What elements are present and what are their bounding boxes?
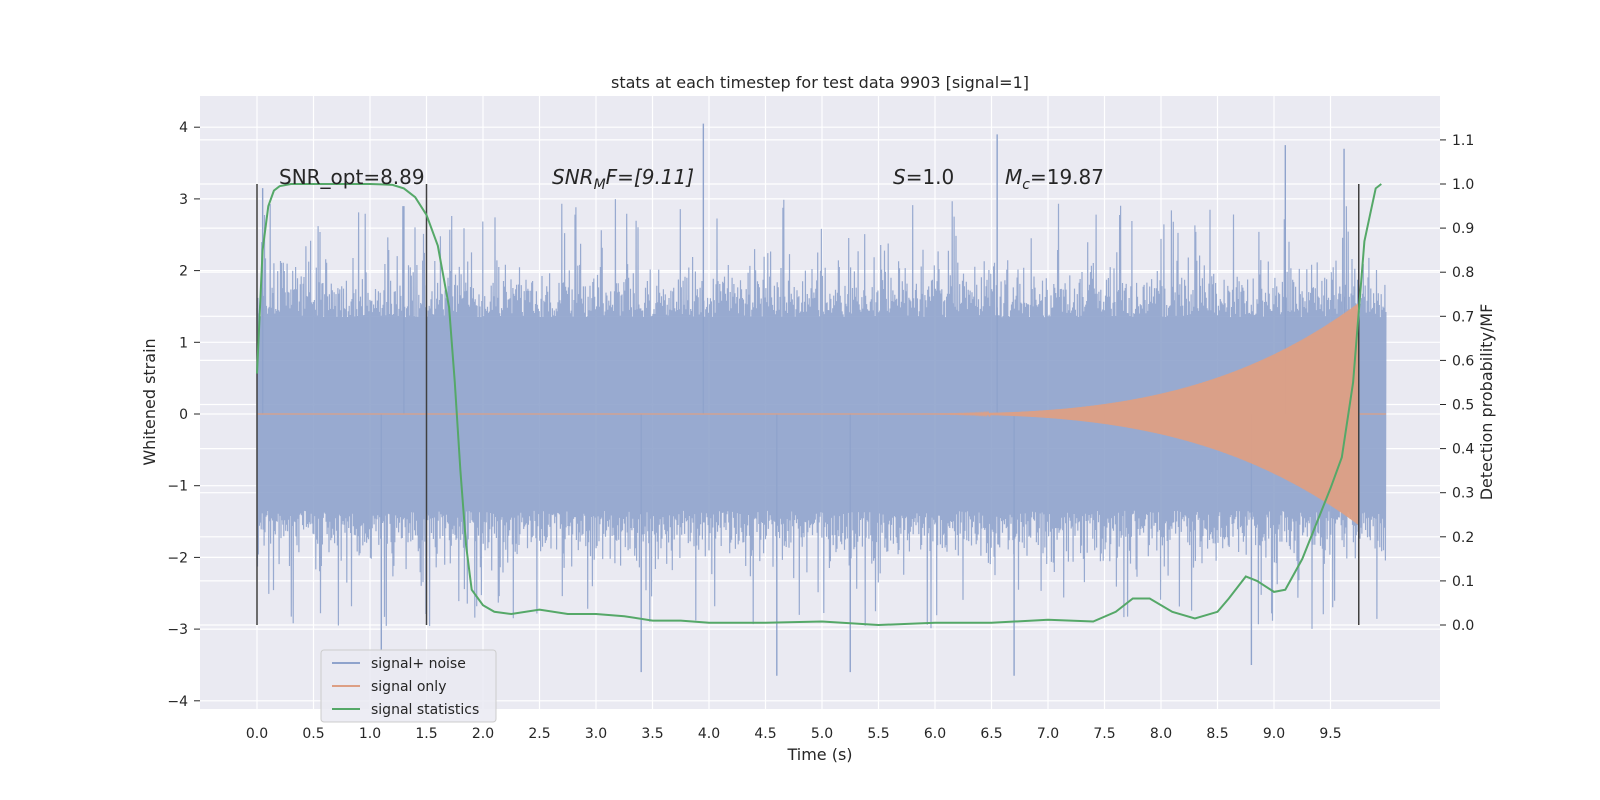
y-tick-label: 0 (179, 407, 188, 423)
x-tick-label: 5.0 (811, 726, 833, 742)
legend-label-signal-only: signal only (371, 679, 446, 695)
y2-tick-label: 0.5 (1452, 398, 1474, 414)
x-axis-label: Time (s) (786, 745, 852, 764)
y2-tick-label: 0.1 (1452, 574, 1474, 590)
x-tick-label: 5.5 (867, 726, 889, 742)
x-tick-label: 3.5 (641, 726, 663, 742)
x-tick-label: 4.5 (754, 726, 776, 742)
y2-tick-label: 0.9 (1452, 221, 1474, 237)
chart-title: stats at each timestep for test data 990… (611, 73, 1029, 92)
y2-tick-label: 0.6 (1452, 353, 1474, 369)
y2-tick-label: 0.3 (1452, 486, 1474, 502)
x-tick-label: 6.0 (924, 726, 946, 742)
x-tick-label: 8.0 (1150, 726, 1172, 742)
y2-tick-label: 0.8 (1452, 265, 1474, 281)
y2-tick-label: 0.0 (1452, 618, 1474, 634)
y-tick-label: 3 (179, 192, 188, 208)
signal-trace (257, 302, 1386, 525)
x-tick-label: 2.5 (528, 726, 550, 742)
legend: signal+ noise signal only signal statist… (320, 649, 497, 723)
y-tick-label: 4 (179, 120, 188, 136)
series-signal-only (257, 302, 1386, 525)
x-tick-label: 8.5 (1206, 726, 1228, 742)
x-tick-label: 9.0 (1263, 726, 1285, 742)
annotation-snr-opt: SNR_opt=8.89 (279, 165, 425, 189)
y-tick-label: −4 (167, 694, 188, 710)
x-tick-label: 6.5 (980, 726, 1002, 742)
y-axis-label: Whitened strain (140, 338, 159, 465)
y2-axis-label: Detection probability/MF (1477, 304, 1496, 501)
y2-tick-label: 0.4 (1452, 442, 1474, 458)
vertical-markers (256, 184, 1360, 625)
x-tick-label: 2.0 (472, 726, 494, 742)
y-tick-label: −1 (167, 479, 188, 495)
annotation-mc: Mc=19.87 (1005, 165, 1104, 193)
y-tick-label: 2 (179, 264, 188, 280)
series-signal-statistics (256, 183, 1382, 627)
x-tick-label: 9.5 (1319, 726, 1341, 742)
legend-label-signal-noise: signal+ noise (371, 656, 466, 672)
y2-tick-labels: 1.1 1.0 0.9 0.8 0.7 0.6 0.5 0.4 0.3 0.2 0.1 0.0 (1440, 133, 1474, 634)
legend-label-signal-statistics: signal statistics (371, 702, 479, 718)
y2-tick-label: 0.7 (1452, 309, 1474, 325)
x-tick-label: 4.0 (698, 726, 720, 742)
y2-tick-label: 1.1 (1452, 133, 1474, 149)
x-tick-label: 3.0 (585, 726, 607, 742)
legend-box (320, 649, 497, 723)
y-tick-label: −2 (167, 550, 188, 566)
x-tick-label: 0.0 (246, 726, 268, 742)
x-tick-label: 1.0 (359, 726, 381, 742)
annotation-snr-mf: SNRMF=[9.11] (552, 165, 694, 193)
annotation-s: S=1.0 (893, 165, 954, 189)
x-tick-label: 1.5 (415, 726, 437, 742)
y2-tick-label: 0.2 (1452, 530, 1474, 546)
x-tick-label: 0.5 (302, 726, 324, 742)
y-tick-labels: 4 3 2 1 0 −1 −2 −3 −4 (167, 120, 200, 710)
x-tick-label: 7.5 (1093, 726, 1115, 742)
y2-tick-label: 1.0 (1452, 177, 1474, 193)
series-signal-noise (256, 123, 1387, 676)
x-tick-label: 7.0 (1037, 726, 1059, 742)
y-tick-label: −3 (167, 622, 188, 638)
y-tick-label: 1 (179, 335, 188, 351)
x-tick-labels: 0.0 0.5 1.0 1.5 2.0 2.5 3.0 3.5 4.0 4.5 5.0 5.5 6.0 6… (246, 726, 1342, 742)
